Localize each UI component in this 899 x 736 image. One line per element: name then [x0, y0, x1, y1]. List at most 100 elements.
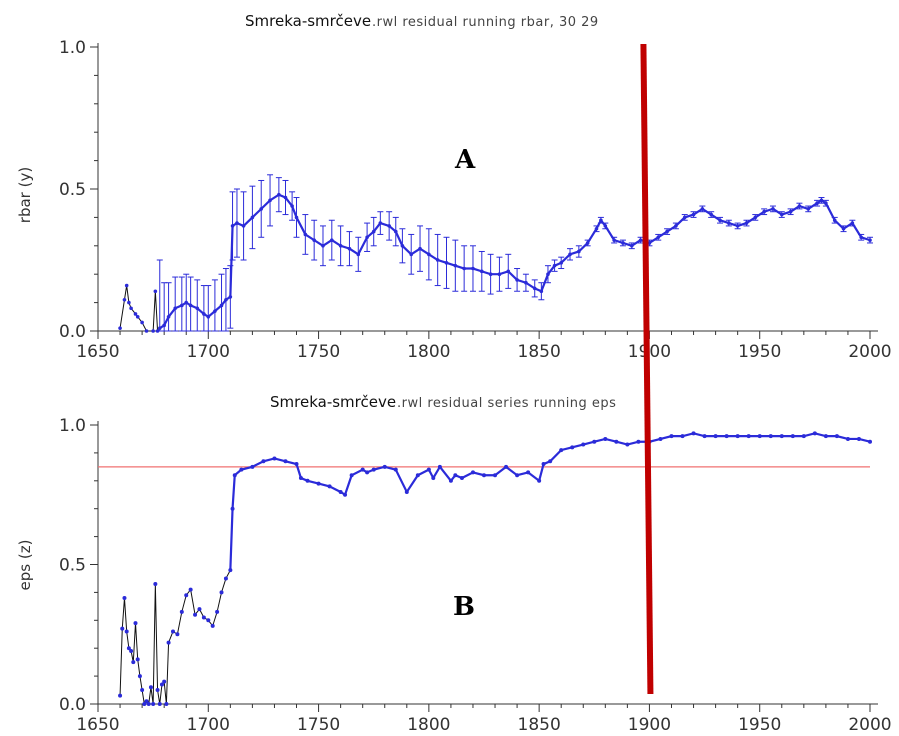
- data-point: [470, 470, 475, 475]
- data-point: [735, 434, 740, 439]
- data-point: [815, 201, 819, 205]
- data-point: [427, 252, 431, 257]
- data-point: [762, 209, 766, 214]
- data-point: [797, 204, 802, 208]
- data-point: [718, 218, 722, 223]
- data-point: [122, 595, 127, 600]
- data-point: [656, 235, 661, 240]
- data-point: [283, 459, 288, 464]
- data-point: [435, 258, 440, 262]
- data-point: [144, 329, 149, 333]
- year-1900-marker-line: [640, 43, 654, 695]
- data-point: [303, 232, 308, 237]
- data-point: [338, 489, 343, 494]
- data-point: [360, 467, 365, 472]
- data-point: [824, 201, 828, 205]
- x-tick-label: 1950: [738, 342, 781, 362]
- data-point: [250, 464, 255, 469]
- chart-a-panel-letter: A: [454, 145, 476, 175]
- data-point: [437, 464, 442, 469]
- data-point: [202, 312, 206, 316]
- y-tick-label: 0.5: [59, 556, 86, 576]
- data-point: [482, 473, 486, 478]
- data-point: [832, 218, 837, 223]
- data-point: [164, 702, 169, 706]
- data-point: [669, 434, 674, 439]
- x-tick-label: 1900: [628, 715, 671, 735]
- data-point: [170, 629, 175, 634]
- data-point: [195, 306, 200, 311]
- data-point: [426, 467, 431, 472]
- data-point: [305, 478, 310, 483]
- data-point: [459, 476, 464, 481]
- data-point: [691, 431, 696, 436]
- data-point: [131, 660, 136, 665]
- data-point: [250, 215, 255, 220]
- chart-a-title-main: Smreka-smrčeve: [245, 12, 371, 30]
- data-point: [471, 266, 475, 271]
- x-tick-label: 1700: [187, 715, 230, 735]
- data-point: [118, 693, 123, 698]
- data-point: [157, 326, 162, 330]
- x-tick-label: 2000: [848, 342, 891, 362]
- data-point: [548, 459, 553, 464]
- data-point: [753, 215, 758, 220]
- data-point: [223, 576, 228, 581]
- series-line-early: [119, 569, 231, 706]
- data-point: [621, 241, 625, 245]
- data-point: [603, 436, 608, 441]
- chart-b-axes: 1650 1700 1750 1800 1850 1900 1950 2000 0.0 0.5 1.…: [59, 416, 892, 735]
- data-point: [283, 195, 288, 200]
- data-point: [321, 244, 325, 248]
- data-point: [834, 434, 839, 439]
- data-point: [272, 456, 277, 461]
- data-point: [727, 221, 731, 225]
- data-point: [188, 587, 193, 592]
- data-point: [823, 434, 828, 439]
- data-point: [184, 593, 189, 598]
- data-point: [184, 300, 189, 305]
- data-point: [206, 315, 211, 319]
- data-point: [201, 615, 206, 620]
- chart-a-marks: [118, 174, 873, 333]
- x-tick-label: 1650: [76, 342, 119, 362]
- data-point: [674, 224, 678, 228]
- data-point: [219, 303, 224, 308]
- data-point: [625, 442, 630, 447]
- data-point: [133, 621, 138, 626]
- data-point: [166, 640, 171, 645]
- data-point: [658, 436, 663, 441]
- data-point: [570, 445, 575, 450]
- chart-b-title-sub: .rwl residual series running eps: [397, 396, 616, 411]
- data-point: [230, 224, 235, 228]
- data-point: [806, 207, 811, 211]
- series-line: [229, 432, 871, 571]
- data-point: [497, 272, 502, 277]
- data-point: [175, 632, 180, 637]
- data-point: [599, 218, 603, 223]
- data-point: [294, 462, 299, 467]
- data-point: [140, 320, 144, 325]
- data-point: [568, 252, 572, 257]
- data-point: [294, 215, 299, 220]
- data-point: [382, 464, 387, 469]
- data-point: [228, 568, 233, 573]
- data-point: [206, 618, 211, 623]
- data-point: [744, 221, 749, 225]
- data-point: [239, 467, 244, 472]
- data-point: [179, 609, 184, 614]
- data-point: [479, 269, 484, 274]
- x-tick-label: 1700: [187, 342, 230, 362]
- x-tick-label: 1750: [297, 342, 340, 362]
- data-point: [559, 261, 563, 265]
- data-point: [155, 329, 160, 333]
- data-point: [537, 478, 542, 483]
- data-point: [159, 682, 164, 687]
- data-point: [779, 212, 784, 217]
- data-point: [124, 629, 129, 634]
- data-point: [526, 470, 531, 475]
- x-tick-label: 1950: [738, 715, 781, 735]
- chart-a-y-axis-label: rbar (y): [16, 167, 34, 223]
- data-point: [812, 431, 817, 436]
